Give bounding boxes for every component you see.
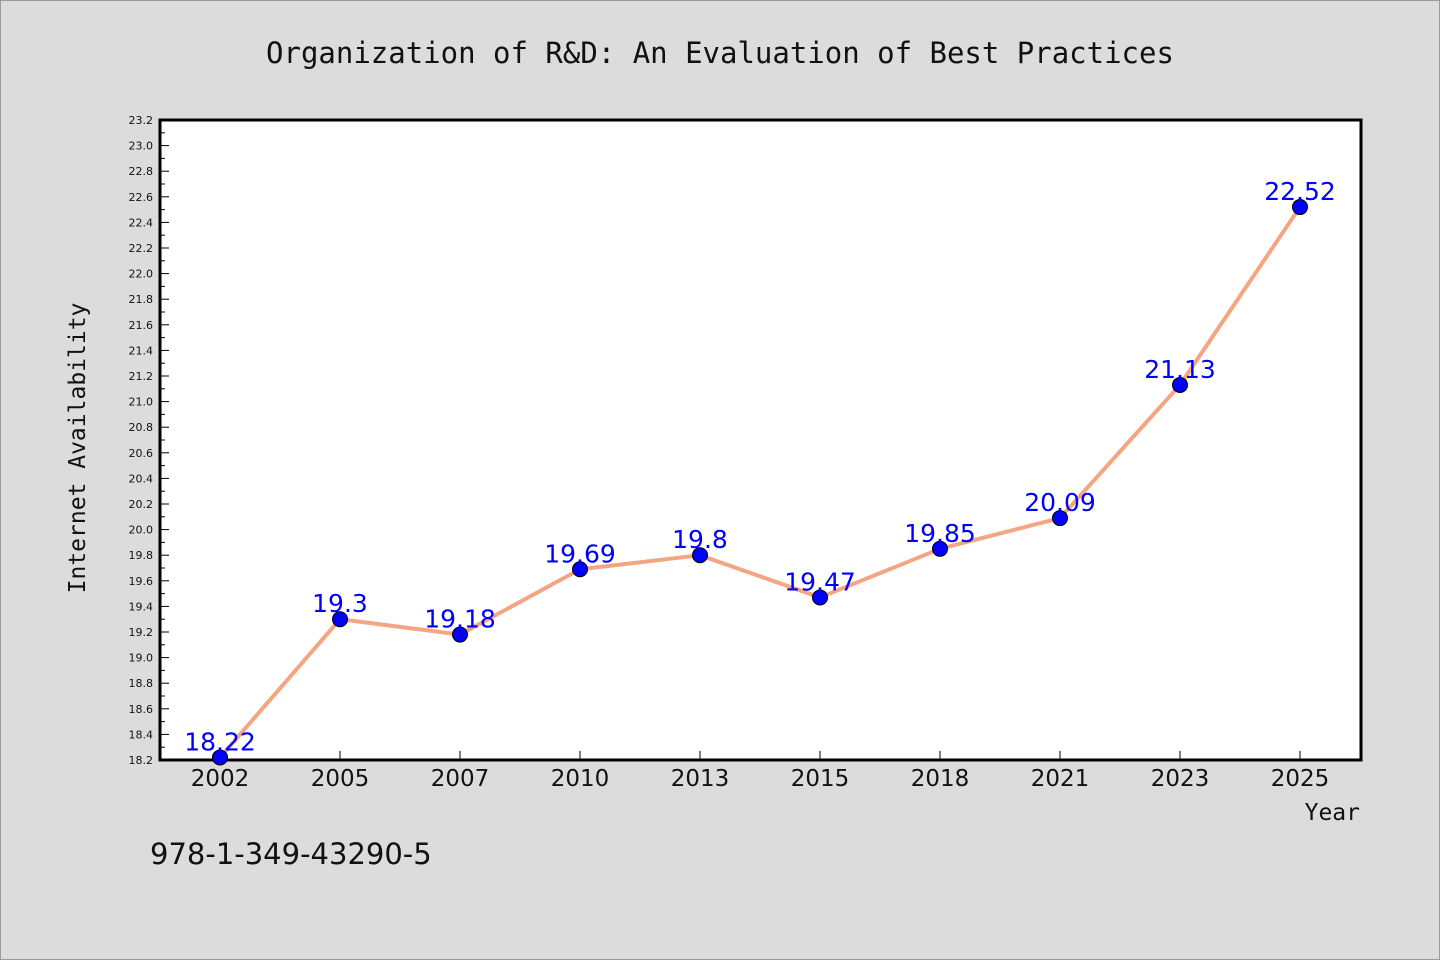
x-tick-label: 2025 <box>1271 766 1330 792</box>
data-labels: 18.22 19.3 19.18 19.69 19.8 19.47 19.85 20.09 21… <box>184 177 1336 756</box>
data-point <box>812 589 828 606</box>
data-point <box>332 611 348 628</box>
y-tick-label: 18.8 <box>129 677 154 690</box>
isbn-footer: 978-1-349-43290-5 <box>150 837 432 871</box>
y-tick-label: 23.0 <box>129 140 154 153</box>
data-point <box>692 547 708 564</box>
data-point <box>1292 199 1308 216</box>
x-axis-label: Year <box>1305 800 1360 826</box>
series-line <box>218 205 1302 759</box>
data-point <box>572 561 588 578</box>
y-tick-label: 22.4 <box>129 216 154 229</box>
data-label: 19.69 <box>544 539 616 568</box>
data-label: 20.09 <box>1024 488 1096 517</box>
y-tick-label: 21.6 <box>129 319 154 332</box>
y-tick-label: 19.0 <box>129 652 154 665</box>
y-tick-label: 20.4 <box>129 472 154 485</box>
y-tick-label: 20.2 <box>129 498 154 511</box>
data-label: 22.52 <box>1264 177 1336 206</box>
y-tick-label: 19.4 <box>129 600 154 613</box>
y-tick-label: 22.8 <box>129 165 154 178</box>
y-tick-label: 22.2 <box>129 242 154 255</box>
y-tick-label: 21.8 <box>129 293 154 306</box>
x-tick-label: 2013 <box>671 766 730 792</box>
y-tick-label: 22.6 <box>129 191 154 204</box>
y-tick-label: 19.8 <box>129 549 154 562</box>
data-point <box>452 626 468 643</box>
data-point <box>212 749 228 766</box>
y-tick-label: 21.0 <box>129 396 154 409</box>
data-label: 19.8 <box>672 525 728 554</box>
x-tick-label: 2007 <box>431 766 490 792</box>
y-axis: 18.2 18.4 18.6 18.8 19.0 19.2 19.4 19.6 19.8 20.0… <box>129 114 169 767</box>
plot-area <box>158 118 1363 762</box>
y-tick-label: 18.2 <box>129 754 154 767</box>
data-label: 19.18 <box>424 605 496 634</box>
data-label: 19.47 <box>784 567 856 596</box>
y-tick-label: 20.8 <box>129 421 154 434</box>
data-label: 19.85 <box>904 519 976 548</box>
data-point <box>932 540 948 557</box>
x-tick-label: 2002 <box>191 766 250 792</box>
y-tick-label: 21.2 <box>129 370 154 383</box>
data-point <box>1052 510 1068 527</box>
x-tick-label: 2010 <box>551 766 610 792</box>
data-label: 19.3 <box>312 589 368 618</box>
y-tick-label: 19.2 <box>129 626 154 639</box>
x-tick-label: 2018 <box>911 766 970 792</box>
y-tick-label: 18.4 <box>129 728 154 741</box>
y-axis-label: Internet Availability <box>65 303 91 594</box>
x-tick-label: 2015 <box>791 766 850 792</box>
x-axis: 2002 2005 2007 2010 2013 2015 2018 2021 2023 2025 <box>191 751 1330 792</box>
y-tick-label: 20.0 <box>129 524 154 537</box>
data-label: 18.22 <box>184 727 256 756</box>
data-label: 21.13 <box>1144 355 1216 384</box>
y-tick-label: 22.0 <box>129 268 154 281</box>
x-tick-label: 2005 <box>311 766 370 792</box>
x-tick-label: 2021 <box>1031 766 1090 792</box>
chart-title: Organization of R&D: An Evaluation of Be… <box>266 36 1174 70</box>
x-tick-label: 2023 <box>1151 766 1210 792</box>
y-tick-label: 19.6 <box>129 575 154 588</box>
y-tick-label: 21.4 <box>129 344 154 357</box>
y-tick-label: 23.2 <box>129 114 154 127</box>
y-tick-label: 20.6 <box>129 447 154 460</box>
data-markers <box>212 199 1308 766</box>
data-point <box>1172 376 1188 393</box>
y-tick-label: 18.6 <box>129 703 154 716</box>
